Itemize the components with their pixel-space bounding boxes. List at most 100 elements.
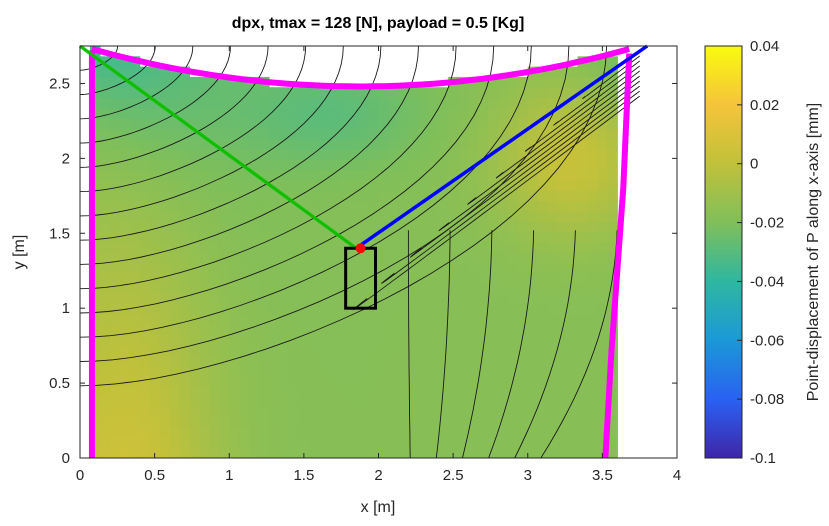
field-cell — [269, 231, 280, 243]
field-cell — [458, 396, 469, 408]
field-cell — [89, 344, 101, 356]
field-cell — [587, 66, 598, 78]
field-cell — [89, 416, 101, 428]
field-cell — [318, 282, 330, 294]
field-cell — [438, 200, 449, 212]
field-cell — [408, 128, 419, 140]
field-cell — [458, 375, 469, 387]
field-cell — [458, 313, 469, 325]
field-cell — [199, 149, 210, 160]
field-cell — [169, 385, 181, 397]
field-cell — [199, 324, 210, 335]
field-cell — [458, 97, 469, 109]
field-cell — [547, 375, 559, 387]
field-cell — [358, 385, 370, 397]
field-cell — [368, 97, 380, 109]
field-cell — [348, 97, 360, 109]
field-cell — [468, 427, 479, 438]
field-cell — [199, 385, 210, 397]
field-cell — [119, 210, 131, 222]
field-cell — [517, 406, 529, 418]
field-cell — [448, 241, 459, 253]
field-cell — [358, 427, 370, 438]
field-cell — [338, 375, 350, 387]
field-cell — [199, 190, 210, 202]
field-cell — [189, 385, 200, 397]
field-cell — [487, 231, 499, 243]
field-cell — [209, 87, 220, 99]
field-cell — [438, 406, 449, 418]
contour-line-bottom — [540, 230, 618, 458]
field-cell — [378, 138, 390, 150]
field-cell — [89, 313, 101, 325]
field-cell — [517, 437, 529, 449]
field-cell — [448, 210, 459, 222]
field-cell — [517, 447, 529, 458]
field-cell — [388, 210, 399, 222]
field-cell — [89, 324, 101, 335]
field-cell — [448, 221, 459, 232]
field-cell — [398, 169, 409, 181]
field-cell — [119, 313, 131, 325]
field-cell — [497, 406, 509, 418]
field-cell — [438, 179, 449, 191]
field-cell — [497, 179, 509, 191]
field-cell — [338, 118, 350, 129]
field-cell — [438, 128, 449, 140]
field-cell — [507, 406, 519, 418]
field-cell — [119, 262, 131, 274]
field-cell — [279, 241, 290, 253]
field-cell — [169, 190, 181, 202]
field-cell — [428, 344, 439, 356]
field-cell — [219, 293, 230, 305]
field-cell — [408, 262, 419, 274]
field-cell — [169, 138, 181, 150]
field-cell — [249, 334, 260, 346]
field-cell — [448, 87, 459, 99]
field-cell — [139, 138, 151, 150]
field-cell — [129, 355, 141, 366]
field-cell — [567, 313, 579, 325]
field-cell — [189, 355, 200, 366]
field-cell — [517, 149, 529, 160]
field-cell — [368, 210, 380, 222]
field-cell — [269, 241, 280, 253]
field-cell — [229, 272, 240, 284]
field-cell — [269, 293, 280, 305]
field-cell — [458, 149, 469, 160]
field-cell — [318, 97, 330, 109]
field-cell — [438, 190, 449, 202]
field-cell — [119, 416, 131, 428]
field-cell — [229, 107, 240, 119]
field-cell — [288, 149, 300, 160]
field-cell — [428, 169, 439, 181]
field-cell — [478, 87, 489, 99]
field-cell — [458, 138, 469, 150]
field-cell — [129, 66, 141, 78]
field-cell — [209, 365, 220, 377]
field-cell — [229, 252, 240, 263]
field-cell — [487, 138, 499, 150]
field-cell — [129, 200, 141, 212]
field-cell — [308, 262, 320, 274]
field-cell — [478, 149, 489, 160]
field-cell — [149, 385, 161, 397]
field-cell — [338, 427, 350, 438]
field-cell — [527, 355, 539, 366]
field-cell — [497, 190, 509, 202]
field-cell — [199, 118, 210, 129]
field-cell — [468, 107, 479, 119]
field-cell — [398, 200, 409, 212]
field-cell — [259, 190, 270, 202]
field-cell — [408, 416, 419, 428]
field-cell — [418, 303, 429, 315]
field-cell — [189, 406, 200, 418]
field-cell — [388, 416, 399, 428]
field-cell — [119, 56, 131, 68]
field-cell — [468, 447, 479, 458]
field-cell — [557, 324, 569, 335]
field-cell — [179, 262, 191, 274]
field-cell — [139, 97, 151, 109]
field-cell — [408, 396, 419, 408]
field-cell — [249, 210, 260, 222]
